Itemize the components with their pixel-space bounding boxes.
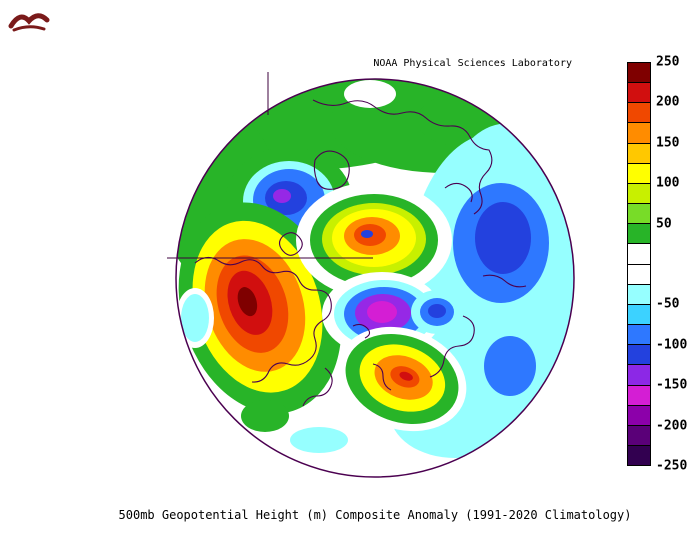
- colorbar-tick-label: 200: [656, 94, 680, 110]
- colorbar-segment: [628, 384, 650, 405]
- colorbar-segment: [628, 404, 650, 425]
- colorbar-segment: [628, 102, 650, 123]
- colorbar-segment: [628, 82, 650, 103]
- colorbar-tick-label: 250: [656, 54, 680, 70]
- colorbar-segment: [628, 324, 650, 345]
- colorbar-segment: [628, 424, 650, 445]
- colorbar: [627, 62, 651, 466]
- colorbar-segment: [628, 63, 650, 83]
- colorbar-segment: [628, 223, 650, 244]
- noaa-logo-icon: [8, 13, 50, 32]
- polar-map-canvas: [167, 72, 575, 478]
- plot-titles: 500mb Geopotential Height (m) Composite …: [50, 478, 700, 542]
- colorbar-ticks: 250 200 150 100 50 -50 -100 -150 -200 -250: [656, 55, 698, 474]
- colorbar-tick-label: 50: [656, 216, 672, 232]
- map-boundary-circle: [175, 78, 575, 478]
- colorbar-segment: [628, 142, 650, 163]
- colorbar-tick-label: -100: [656, 337, 688, 353]
- colorbar-tick-label: -50: [656, 296, 680, 312]
- colorbar-tick-label: -250: [656, 458, 688, 474]
- colorbar-segment: [628, 263, 650, 284]
- colorbar-segment: [628, 444, 650, 466]
- colorbar-segment: [628, 303, 650, 325]
- colorbar-tick-label: -150: [656, 377, 688, 393]
- colorbar-tick-label: 100: [656, 175, 680, 191]
- lab-attribution-label: NOAA Physical Sciences Laboratory: [373, 58, 572, 69]
- coastlines: [194, 99, 527, 407]
- grid-reference-lines: [167, 72, 373, 259]
- colorbar-segment: [628, 364, 650, 385]
- colorbar-segment: [628, 182, 650, 204]
- colorbar-segments: [628, 63, 650, 466]
- colorbar-segment: [628, 162, 650, 183]
- colorbar-segment: [628, 344, 650, 365]
- colorbar-tick-label: 150: [656, 135, 680, 151]
- colorbar-segment: [628, 122, 650, 143]
- colorbar-segment: [628, 243, 650, 264]
- colorbar-tick-label: -200: [656, 418, 688, 434]
- colorbar-segment: [628, 203, 650, 224]
- plot-title: 500mb Geopotential Height (m) Composite …: [118, 508, 632, 522]
- anomaly-fill-contours: [176, 79, 574, 477]
- map-area: [165, 68, 585, 488]
- colorbar-segment: [628, 283, 650, 304]
